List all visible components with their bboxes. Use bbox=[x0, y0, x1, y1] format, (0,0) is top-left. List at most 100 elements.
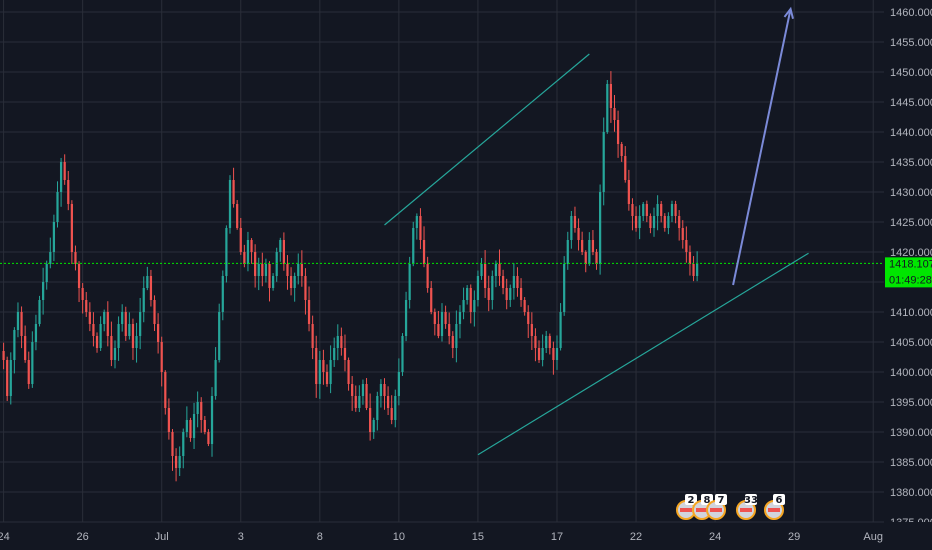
candle-body bbox=[376, 396, 379, 420]
time-tick-label: Jul bbox=[155, 531, 169, 543]
candle-body bbox=[498, 264, 501, 276]
price-tick-label: 1455.000 bbox=[890, 37, 932, 49]
current-price-tag: 1418.107 01:49:28 bbox=[885, 257, 932, 288]
candle-body bbox=[534, 336, 537, 348]
candle-body bbox=[124, 312, 127, 336]
candle-body bbox=[13, 330, 16, 360]
candle-body bbox=[63, 162, 66, 180]
upper-channel-line[interactable] bbox=[384, 53, 590, 226]
candle-body bbox=[404, 300, 408, 336]
event-badge[interactable]: 7 bbox=[706, 494, 727, 520]
candle-body bbox=[458, 312, 462, 324]
lower-channel-line[interactable] bbox=[477, 252, 809, 456]
flag-stripe bbox=[710, 508, 722, 512]
flag-stripe bbox=[680, 508, 692, 512]
candle-body bbox=[627, 180, 630, 204]
event-badge[interactable]: 33 bbox=[736, 494, 758, 520]
candle-body bbox=[681, 228, 684, 240]
candle-body bbox=[642, 204, 645, 216]
candle-body bbox=[566, 240, 569, 264]
current-price-label: 1418.107 bbox=[889, 258, 932, 270]
candle-body bbox=[59, 162, 63, 192]
badge-count: 33 bbox=[744, 495, 758, 506]
candle-body bbox=[70, 204, 73, 252]
candle-body bbox=[448, 324, 451, 336]
candle-body bbox=[678, 216, 681, 228]
candle-body bbox=[121, 312, 124, 324]
candle-body bbox=[606, 84, 609, 132]
candle-body bbox=[696, 263, 699, 276]
candle-body bbox=[81, 288, 84, 300]
candle-body bbox=[95, 336, 99, 348]
candle-body bbox=[239, 228, 242, 252]
candle-body bbox=[419, 216, 422, 240]
price-tick-label: 1400.000 bbox=[890, 367, 932, 379]
candle-body bbox=[221, 276, 224, 312]
badge-count-bg bbox=[715, 494, 727, 505]
candle-body bbox=[523, 300, 526, 312]
badge-count: 6 bbox=[776, 495, 783, 506]
candle-body bbox=[103, 312, 106, 324]
candle-body bbox=[2, 351, 5, 360]
candle-body bbox=[271, 276, 275, 288]
candle-body bbox=[304, 276, 307, 300]
candle-body bbox=[422, 240, 426, 264]
time-tick-label: 22 bbox=[630, 531, 642, 543]
candle-body bbox=[512, 276, 515, 288]
candle-body bbox=[351, 384, 354, 396]
candle-body bbox=[315, 348, 318, 384]
candle-body bbox=[552, 348, 555, 360]
candle-body bbox=[106, 312, 109, 336]
candle-body bbox=[674, 204, 677, 216]
event-badge[interactable]: 2 bbox=[676, 494, 697, 520]
candle-body bbox=[171, 432, 174, 456]
candle-body bbox=[289, 276, 293, 288]
badge-count-bg bbox=[745, 494, 757, 505]
time-tick-label: 17 bbox=[551, 531, 563, 543]
candle-body bbox=[293, 276, 296, 288]
candle-body bbox=[487, 288, 490, 300]
candle-body bbox=[577, 228, 580, 240]
candle-body bbox=[250, 240, 253, 252]
candle-body bbox=[88, 312, 91, 324]
candle-body bbox=[516, 276, 519, 288]
candle-body bbox=[31, 342, 34, 384]
projection-arrow[interactable] bbox=[732, 6, 794, 286]
flag-stripe bbox=[740, 508, 752, 512]
time-axis-labels: 24 26 Jul 3 8 10 15 17 22 24 29 Aug bbox=[0, 531, 883, 543]
candle-body bbox=[160, 342, 163, 372]
time-tick-label: 29 bbox=[788, 531, 800, 543]
candle-body bbox=[131, 324, 135, 348]
event-badge[interactable]: 6 bbox=[764, 494, 785, 520]
flag-stripe bbox=[696, 508, 708, 512]
candle-body bbox=[660, 204, 663, 216]
badge-count: 7 bbox=[718, 495, 725, 506]
candle-body bbox=[638, 216, 641, 228]
candle-body bbox=[300, 264, 303, 276]
economic-event-badges[interactable]: 2 8 7 33 6 bbox=[676, 494, 785, 520]
candle-body bbox=[645, 204, 648, 216]
candle-body bbox=[584, 252, 587, 264]
candle-body bbox=[361, 384, 365, 396]
candle-body bbox=[42, 282, 45, 300]
candle-body bbox=[440, 312, 444, 336]
candle-body bbox=[386, 396, 390, 408]
badge-count-bg bbox=[685, 494, 697, 505]
candle-body bbox=[469, 288, 472, 312]
candle-body bbox=[128, 324, 131, 336]
candle-body bbox=[24, 336, 27, 360]
candle-body bbox=[476, 276, 480, 300]
candle-body bbox=[243, 252, 246, 264]
candle-body bbox=[631, 204, 634, 216]
candle-body bbox=[279, 240, 282, 252]
candle-body bbox=[34, 324, 38, 342]
candle-body bbox=[185, 420, 188, 432]
candle-body bbox=[685, 240, 688, 252]
candle-body bbox=[591, 240, 595, 252]
time-tick-label: 8 bbox=[317, 531, 323, 543]
candle-body bbox=[113, 348, 117, 360]
time-axis[interactable] bbox=[0, 522, 932, 550]
candle-body bbox=[616, 120, 620, 144]
candle-body bbox=[117, 324, 120, 348]
